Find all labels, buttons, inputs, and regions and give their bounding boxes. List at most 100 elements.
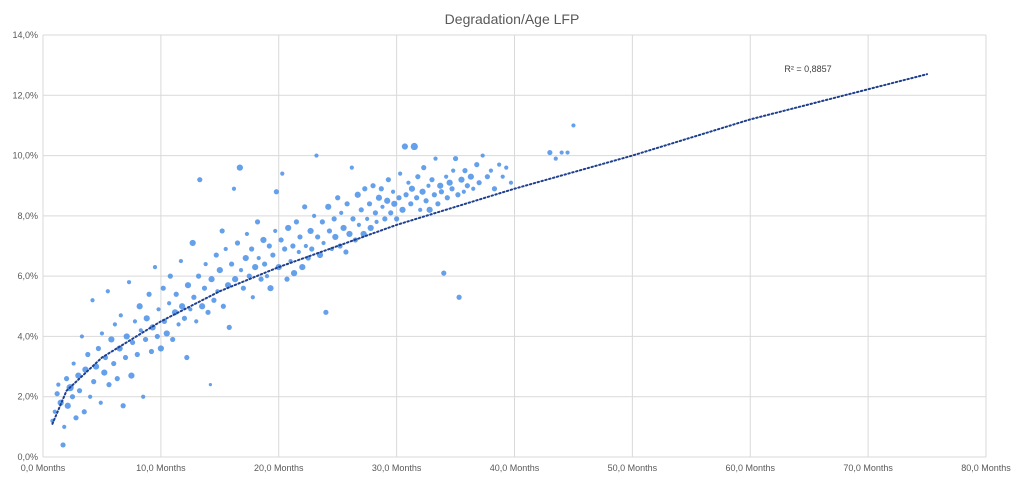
data-point bbox=[474, 162, 480, 168]
data-point bbox=[79, 334, 84, 339]
data-point bbox=[208, 276, 215, 283]
data-point bbox=[408, 201, 414, 207]
data-point bbox=[71, 361, 76, 366]
data-point bbox=[199, 303, 206, 310]
data-point bbox=[250, 295, 255, 300]
data-point bbox=[438, 189, 445, 195]
y-tick-label: 8,0% bbox=[17, 211, 38, 221]
data-point bbox=[64, 402, 71, 409]
data-point bbox=[433, 156, 438, 161]
data-point bbox=[188, 307, 193, 312]
data-point bbox=[356, 222, 362, 227]
y-tick-label: 2,0% bbox=[17, 392, 38, 402]
data-point bbox=[136, 303, 143, 310]
data-point bbox=[176, 322, 181, 327]
data-point bbox=[138, 328, 143, 333]
data-point bbox=[170, 336, 176, 343]
data-point bbox=[394, 216, 400, 222]
data-point bbox=[290, 270, 298, 277]
data-point bbox=[462, 168, 468, 174]
data-point bbox=[238, 268, 244, 273]
data-point bbox=[249, 246, 255, 252]
data-point bbox=[267, 285, 274, 292]
data-point bbox=[157, 345, 164, 352]
data-point bbox=[75, 372, 82, 379]
data-point bbox=[553, 156, 558, 161]
y-tick-label: 0,0% bbox=[17, 452, 38, 462]
data-point bbox=[314, 153, 319, 158]
data-point bbox=[54, 391, 60, 397]
data-point bbox=[414, 195, 420, 201]
data-point bbox=[476, 180, 482, 186]
data-point bbox=[146, 291, 152, 297]
data-point bbox=[129, 339, 136, 346]
data-point bbox=[429, 177, 435, 183]
data-point bbox=[216, 267, 223, 274]
data-point bbox=[112, 322, 118, 327]
data-point bbox=[143, 315, 150, 322]
data-point bbox=[571, 123, 576, 128]
data-point bbox=[85, 351, 91, 358]
data-point bbox=[437, 182, 444, 189]
x-tick-label: 60,0 Months bbox=[725, 463, 775, 473]
data-point bbox=[312, 213, 317, 218]
data-point bbox=[69, 394, 76, 400]
data-point bbox=[128, 372, 135, 379]
data-point bbox=[384, 197, 391, 204]
y-tick-label: 6,0% bbox=[17, 271, 38, 281]
data-point bbox=[354, 191, 361, 198]
data-point bbox=[264, 274, 270, 279]
data-point bbox=[284, 276, 290, 282]
data-point bbox=[401, 143, 408, 150]
data-point bbox=[488, 168, 494, 173]
data-point bbox=[213, 252, 219, 258]
data-point bbox=[350, 216, 356, 222]
x-tick-label: 50,0 Months bbox=[608, 463, 658, 473]
data-point bbox=[201, 285, 208, 291]
data-point bbox=[99, 331, 105, 336]
data-point bbox=[375, 194, 383, 201]
data-point bbox=[106, 382, 112, 388]
data-point bbox=[178, 258, 184, 264]
data-point bbox=[91, 379, 97, 385]
data-point bbox=[52, 409, 57, 414]
data-point bbox=[349, 165, 354, 170]
data-point bbox=[108, 336, 115, 343]
data-point bbox=[444, 174, 449, 179]
data-point bbox=[367, 224, 374, 232]
data-point bbox=[446, 179, 453, 186]
data-point bbox=[148, 348, 155, 355]
data-point bbox=[208, 383, 212, 387]
data-point bbox=[399, 206, 406, 213]
data-point bbox=[282, 246, 288, 252]
data-point bbox=[122, 354, 129, 361]
x-axis-tick-labels: 0,0 Months 10,0 Months 20,0 Months 30,0 Mon… bbox=[21, 463, 1012, 473]
data-point bbox=[142, 336, 149, 343]
data-point bbox=[370, 183, 376, 189]
data-point bbox=[464, 183, 470, 189]
data-point bbox=[191, 294, 197, 300]
data-point bbox=[331, 216, 337, 222]
data-point bbox=[431, 192, 437, 198]
data-point bbox=[382, 216, 388, 222]
data-point bbox=[326, 228, 333, 234]
data-point bbox=[372, 210, 379, 216]
data-point bbox=[244, 231, 250, 237]
data-point bbox=[184, 354, 190, 361]
data-point bbox=[273, 228, 278, 234]
data-point bbox=[256, 255, 261, 261]
data-point bbox=[456, 294, 462, 300]
data-point bbox=[156, 307, 161, 312]
data-point bbox=[88, 394, 93, 399]
x-tick-label: 30,0 Months bbox=[372, 463, 422, 473]
data-point bbox=[309, 246, 315, 252]
data-point bbox=[290, 243, 296, 249]
data-point bbox=[315, 234, 321, 240]
data-point bbox=[547, 149, 553, 156]
data-point bbox=[302, 204, 308, 210]
data-point bbox=[114, 376, 120, 382]
data-point bbox=[421, 165, 427, 171]
data-point bbox=[270, 252, 276, 258]
data-point bbox=[260, 236, 267, 244]
